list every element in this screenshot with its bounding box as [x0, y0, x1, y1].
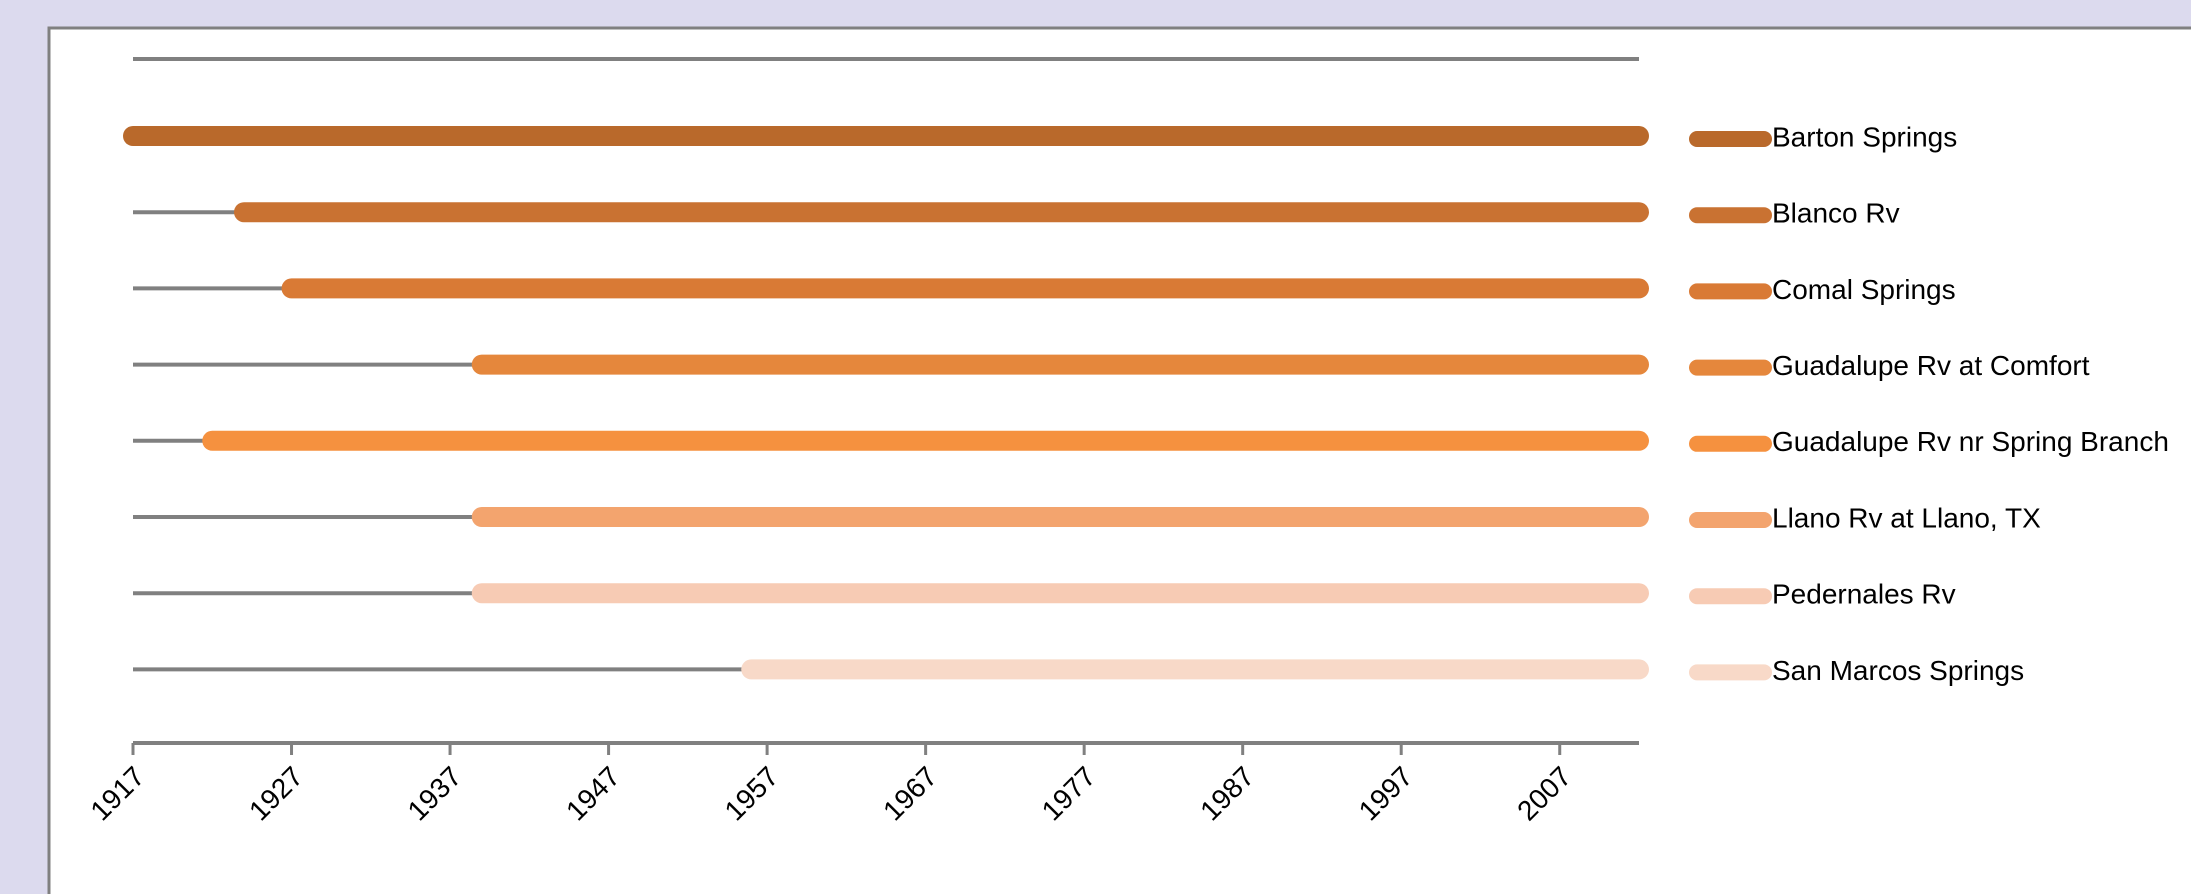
legend-label: San Marcos Springs	[1772, 655, 2024, 686]
legend-label: Guadalupe Rv nr Spring Branch	[1772, 426, 2169, 457]
plot-panel	[47, 26, 2191, 894]
legend-label: Llano Rv at Llano, TX	[1772, 502, 2041, 533]
legend-label: Comal Springs	[1772, 274, 1956, 305]
legend-label: Blanco Rv	[1772, 198, 1900, 229]
legend-label: Guadalupe Rv at Comfort	[1772, 350, 2090, 381]
legend-label: Pedernales Rv	[1772, 579, 1956, 610]
legend-label: Barton Springs	[1772, 121, 1957, 152]
